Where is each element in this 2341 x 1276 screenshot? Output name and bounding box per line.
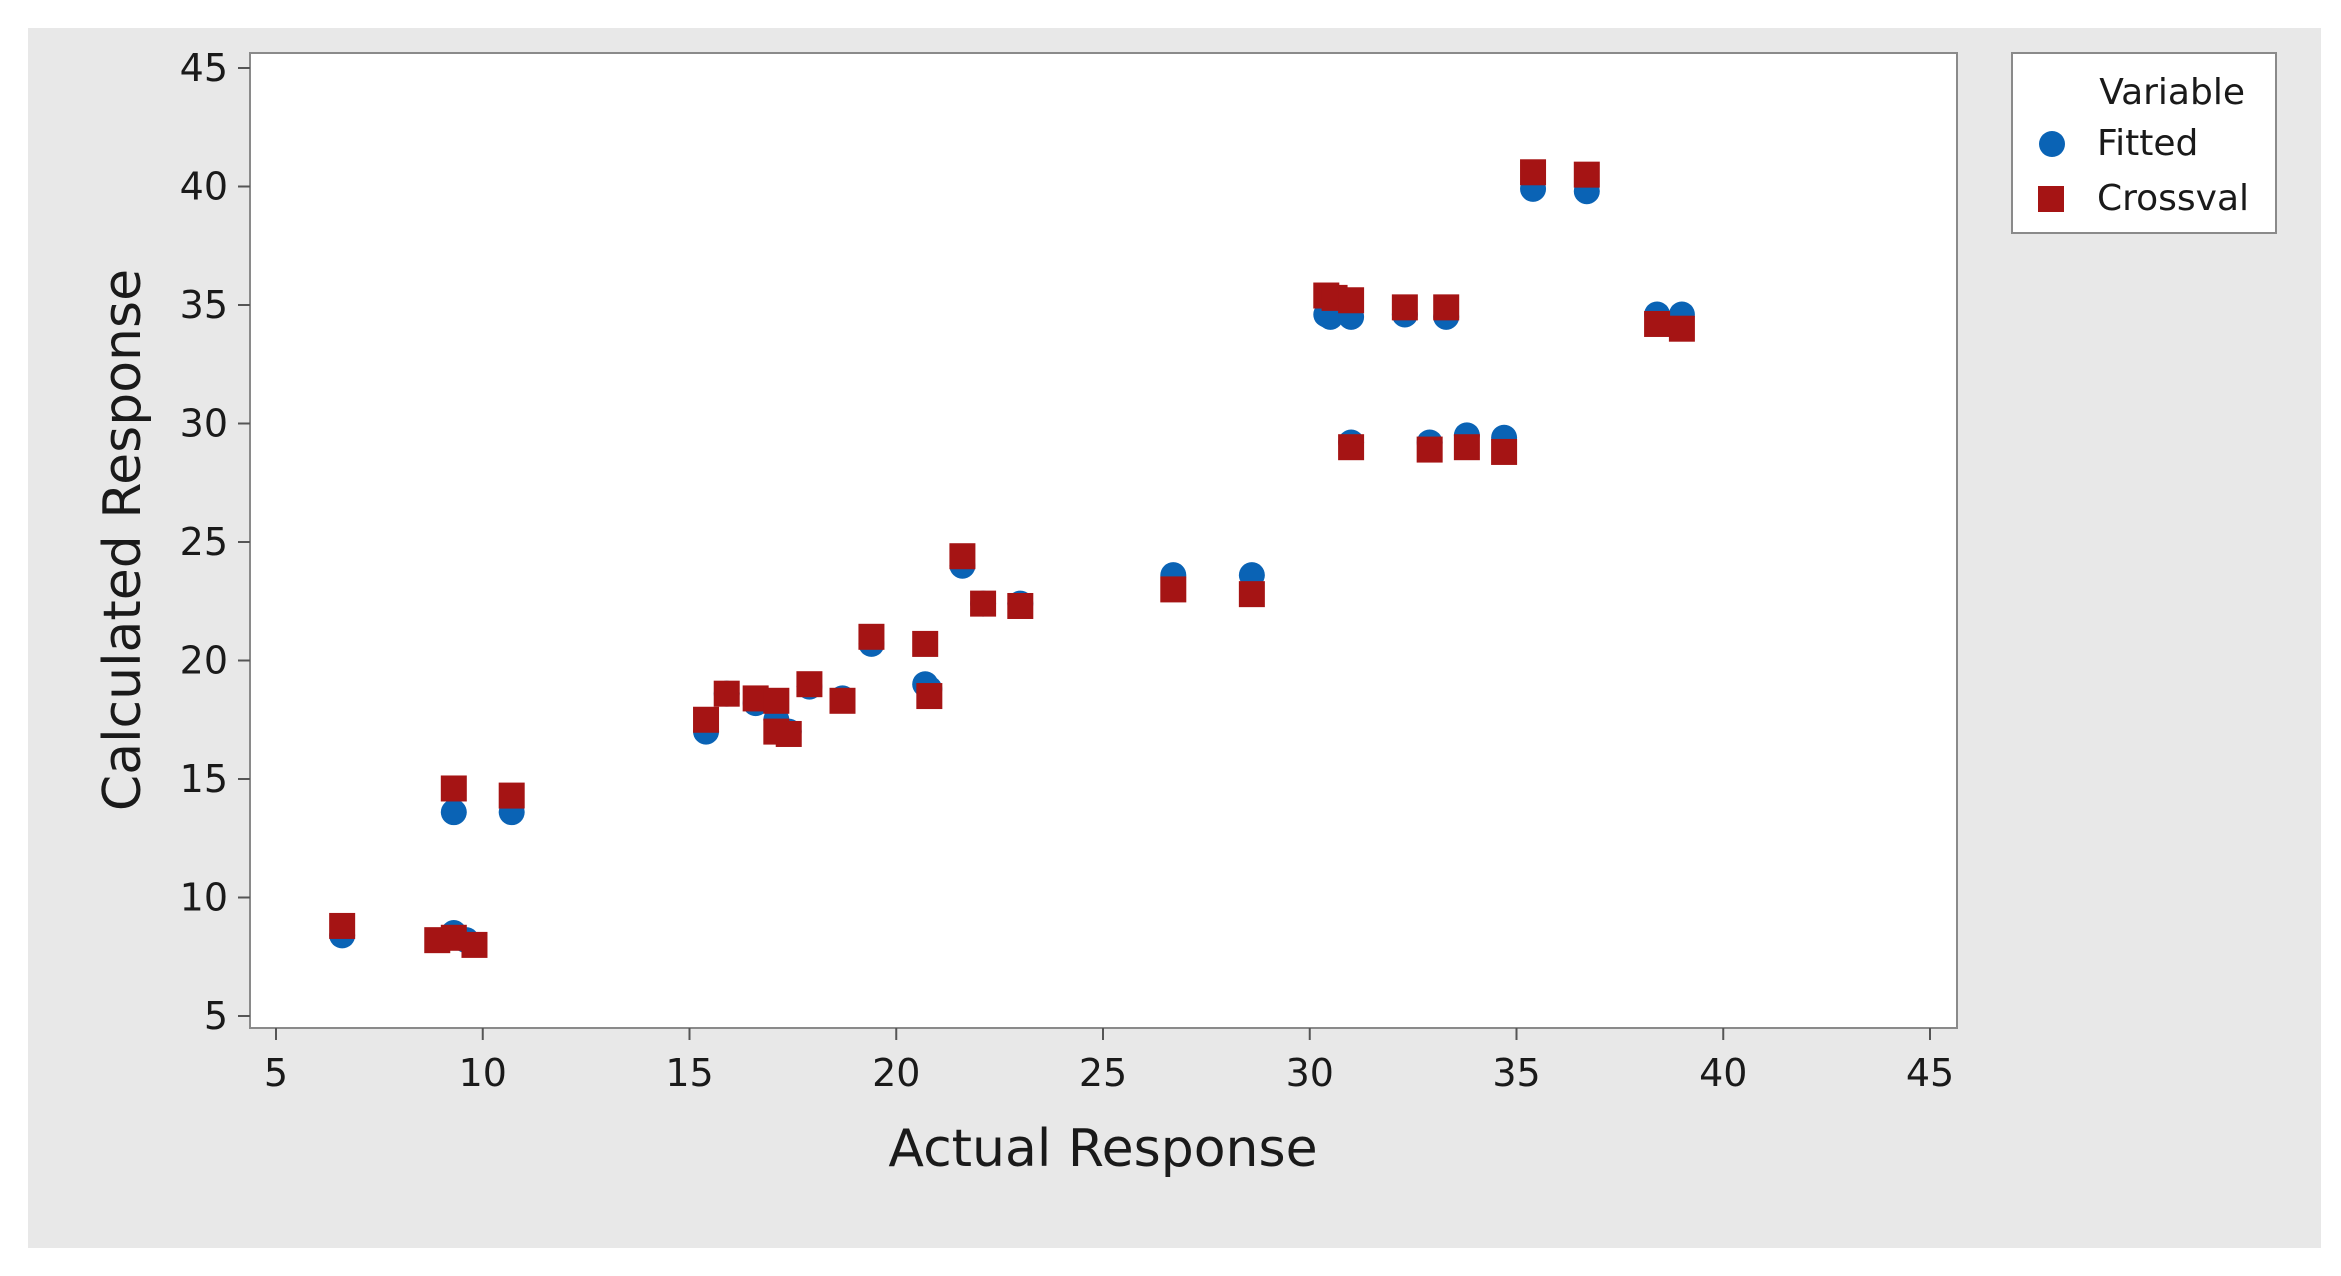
point-crossval xyxy=(693,706,720,733)
x-tick-label: 20 xyxy=(872,1051,920,1095)
legend-label-fitted: Fitted xyxy=(2097,123,2198,164)
point-crossval xyxy=(1668,315,1695,342)
y-axis-label: Calculated Response xyxy=(93,269,153,811)
y-tick-label: 45 xyxy=(180,46,228,90)
point-crossval xyxy=(858,623,885,650)
x-axis-label: Actual Response xyxy=(888,1119,1317,1179)
point-crossval xyxy=(440,775,467,802)
point-crossval xyxy=(829,687,856,714)
point-crossval xyxy=(1433,294,1460,321)
y-tick-label: 30 xyxy=(180,402,228,446)
point-crossval xyxy=(1453,434,1480,461)
series-crossval xyxy=(329,159,1695,958)
legend-label-crossval: Crossval xyxy=(2097,178,2249,219)
legend-marker-crossval xyxy=(2038,186,2064,212)
point-crossval xyxy=(763,687,790,714)
point-crossval xyxy=(329,912,356,939)
y-tick-label: 15 xyxy=(180,757,228,801)
x-tick-label: 45 xyxy=(1906,1051,1954,1095)
point-crossval xyxy=(796,671,823,698)
point-crossval xyxy=(916,683,943,710)
y-tick-label: 20 xyxy=(180,639,228,683)
y-tick-label: 5 xyxy=(204,994,228,1038)
point-crossval xyxy=(912,630,939,657)
x-axis: 5 10 15 20 25 30 35 40 45 xyxy=(264,1028,1954,1095)
point-crossval xyxy=(775,720,802,747)
x-tick-label: 25 xyxy=(1079,1051,1127,1095)
y-tick-label: 40 xyxy=(180,165,228,209)
point-crossval xyxy=(1644,310,1671,337)
point-crossval xyxy=(1416,436,1443,463)
y-tick-label: 35 xyxy=(180,283,228,327)
x-tick-label: 35 xyxy=(1492,1051,1540,1095)
point-crossval xyxy=(970,590,997,617)
legend-marker-fitted xyxy=(2039,131,2065,157)
point-crossval xyxy=(1391,294,1418,321)
x-tick-label: 40 xyxy=(1699,1051,1747,1095)
point-crossval xyxy=(1007,592,1034,619)
x-tick-label: 30 xyxy=(1286,1051,1334,1095)
point-crossval xyxy=(461,931,488,958)
point-crossval xyxy=(713,680,740,707)
y-tick-label: 25 xyxy=(180,520,228,564)
plot-area xyxy=(249,52,1958,1029)
legend-title: Variable xyxy=(2099,72,2245,113)
point-crossval xyxy=(949,543,976,570)
point-crossval xyxy=(1573,161,1600,188)
point-crossval xyxy=(1520,159,1547,186)
point-fitted xyxy=(440,799,467,826)
point-crossval xyxy=(1338,434,1365,461)
point-crossval xyxy=(1238,581,1265,608)
y-tick-label: 10 xyxy=(180,876,228,920)
point-crossval xyxy=(1491,438,1518,465)
x-tick-label: 15 xyxy=(665,1051,713,1095)
point-crossval xyxy=(498,782,525,809)
legend: Variable Fitted Crossval xyxy=(2011,52,2277,234)
x-tick-label: 10 xyxy=(459,1051,507,1095)
y-axis: 5 10 15 20 25 30 35 40 45 xyxy=(180,46,250,1038)
point-crossval xyxy=(1338,287,1365,314)
x-tick-label: 5 xyxy=(264,1051,288,1095)
point-crossval xyxy=(1160,576,1187,603)
